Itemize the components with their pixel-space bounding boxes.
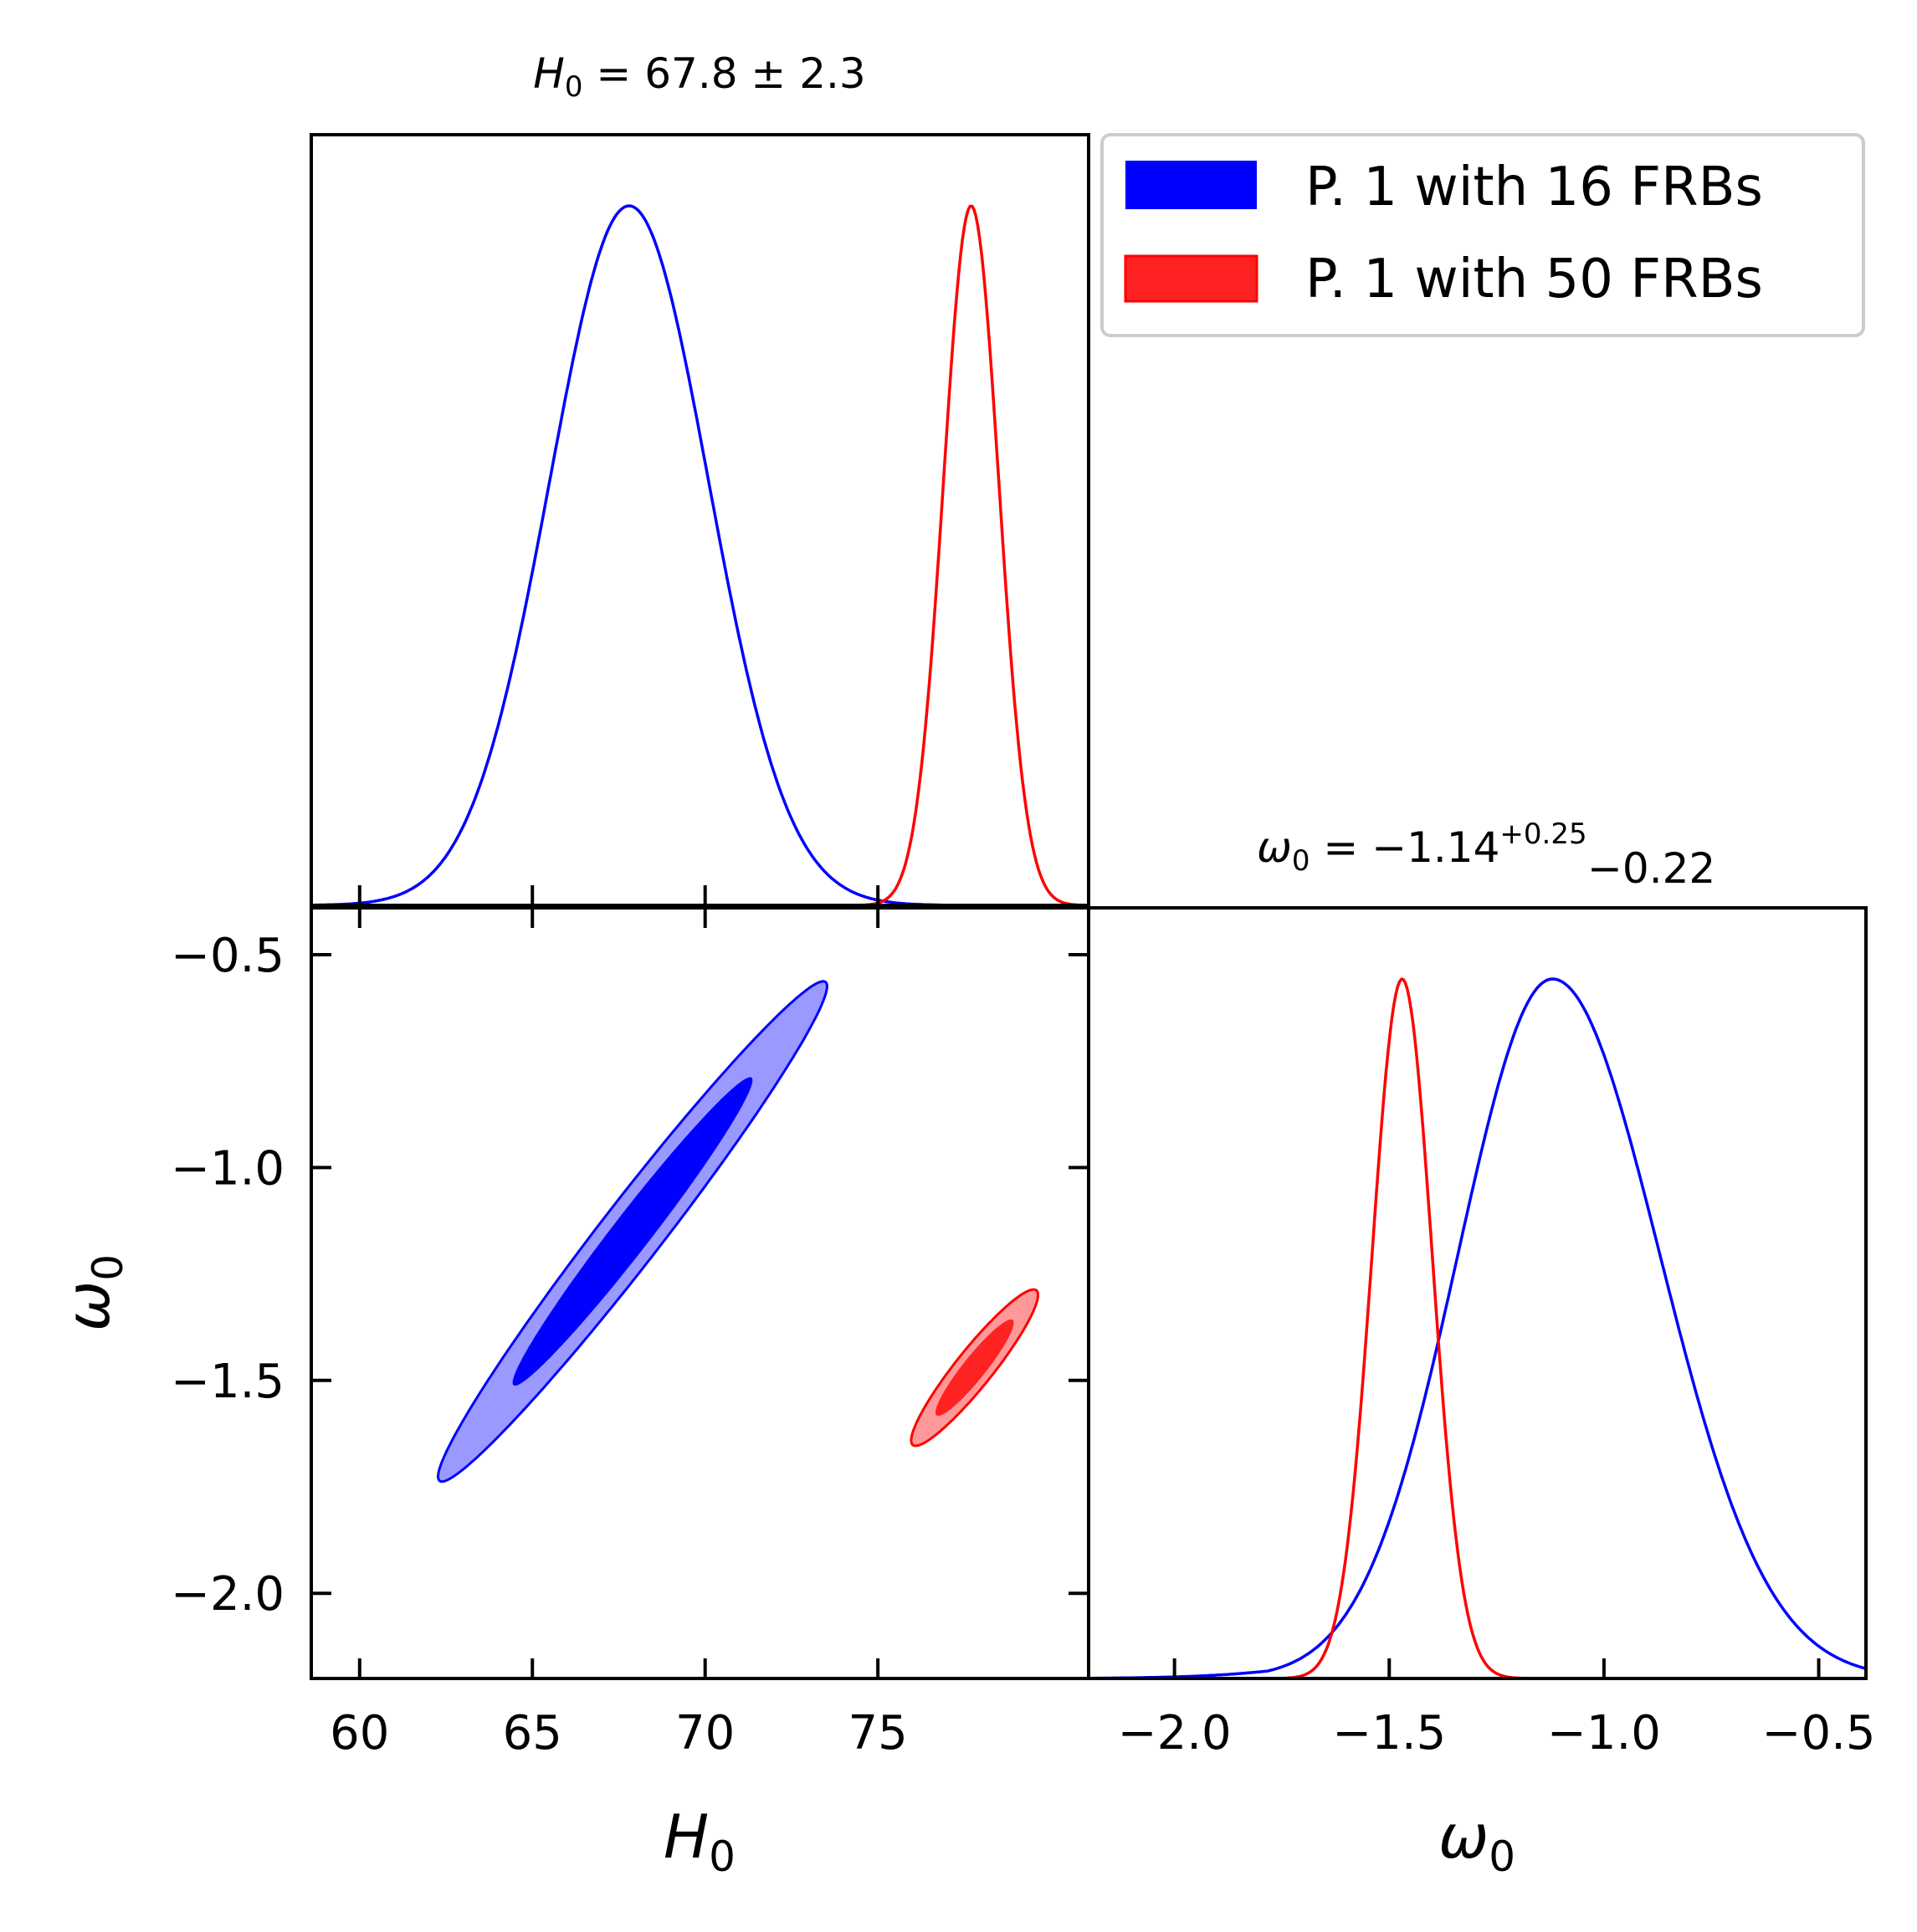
h0-tick-label: 60 [330, 1706, 389, 1760]
legend-label-16-frbs: P. 1 with 16 FRBs [1305, 156, 1763, 218]
legend-label-50-frbs: P. 1 with 50 FRBs [1305, 249, 1763, 310]
legend-swatch-16-frbs [1125, 161, 1257, 209]
x-axis-label-w0: ω0 [1438, 1801, 1515, 1881]
h0-tick-label: 70 [675, 1706, 735, 1760]
contour-68-16-frbs [512, 1077, 753, 1386]
title-h0: H0 = 67.8 ± 2.3 [533, 49, 865, 104]
legend-frame [1100, 133, 1865, 337]
w0-tick-label: −1.5 [1332, 1706, 1446, 1760]
w0-ytick-label: −1.0 [171, 1141, 284, 1196]
h0-tick-label: 75 [848, 1706, 908, 1760]
y-axis-label-w0: ω0 [53, 1254, 132, 1331]
frame-h0-marginal [310, 133, 1090, 907]
title-w0-lower: −0.22 [1587, 844, 1715, 893]
w0-tick-label: −1.0 [1547, 1706, 1661, 1760]
w0-tick-label: −0.5 [1762, 1706, 1876, 1760]
w0-tick-label: −2.0 [1118, 1706, 1232, 1760]
w0-ytick-label: −2.0 [171, 1567, 284, 1622]
title-w0: ω0 = −1.14+0.25 [1257, 817, 1587, 878]
legend-swatch-50-frbs [1124, 254, 1258, 303]
axis-ticks: 60 65 70 75 −2.0 −1.5 −1.0 −0.5 −2.0 −1.5 −1.0 −0.5 [171, 885, 1876, 1760]
w0-marginal-curve-16-frbs [1089, 977, 1867, 1680]
legend: P. 1 with 16 FRBs P. 1 with 50 FRBs [1100, 133, 1865, 337]
w0-ytick-label: −1.5 [171, 1355, 284, 1409]
contour-68-50-frbs [935, 1319, 1014, 1417]
w0-ytick-label: −0.5 [171, 929, 284, 983]
joint-contour-panel [436, 980, 1039, 1484]
x-axis-label-h0: H0 [664, 1801, 736, 1881]
frame-w0-marginal [1087, 906, 1868, 1680]
h0-tick-label: 65 [503, 1706, 562, 1760]
